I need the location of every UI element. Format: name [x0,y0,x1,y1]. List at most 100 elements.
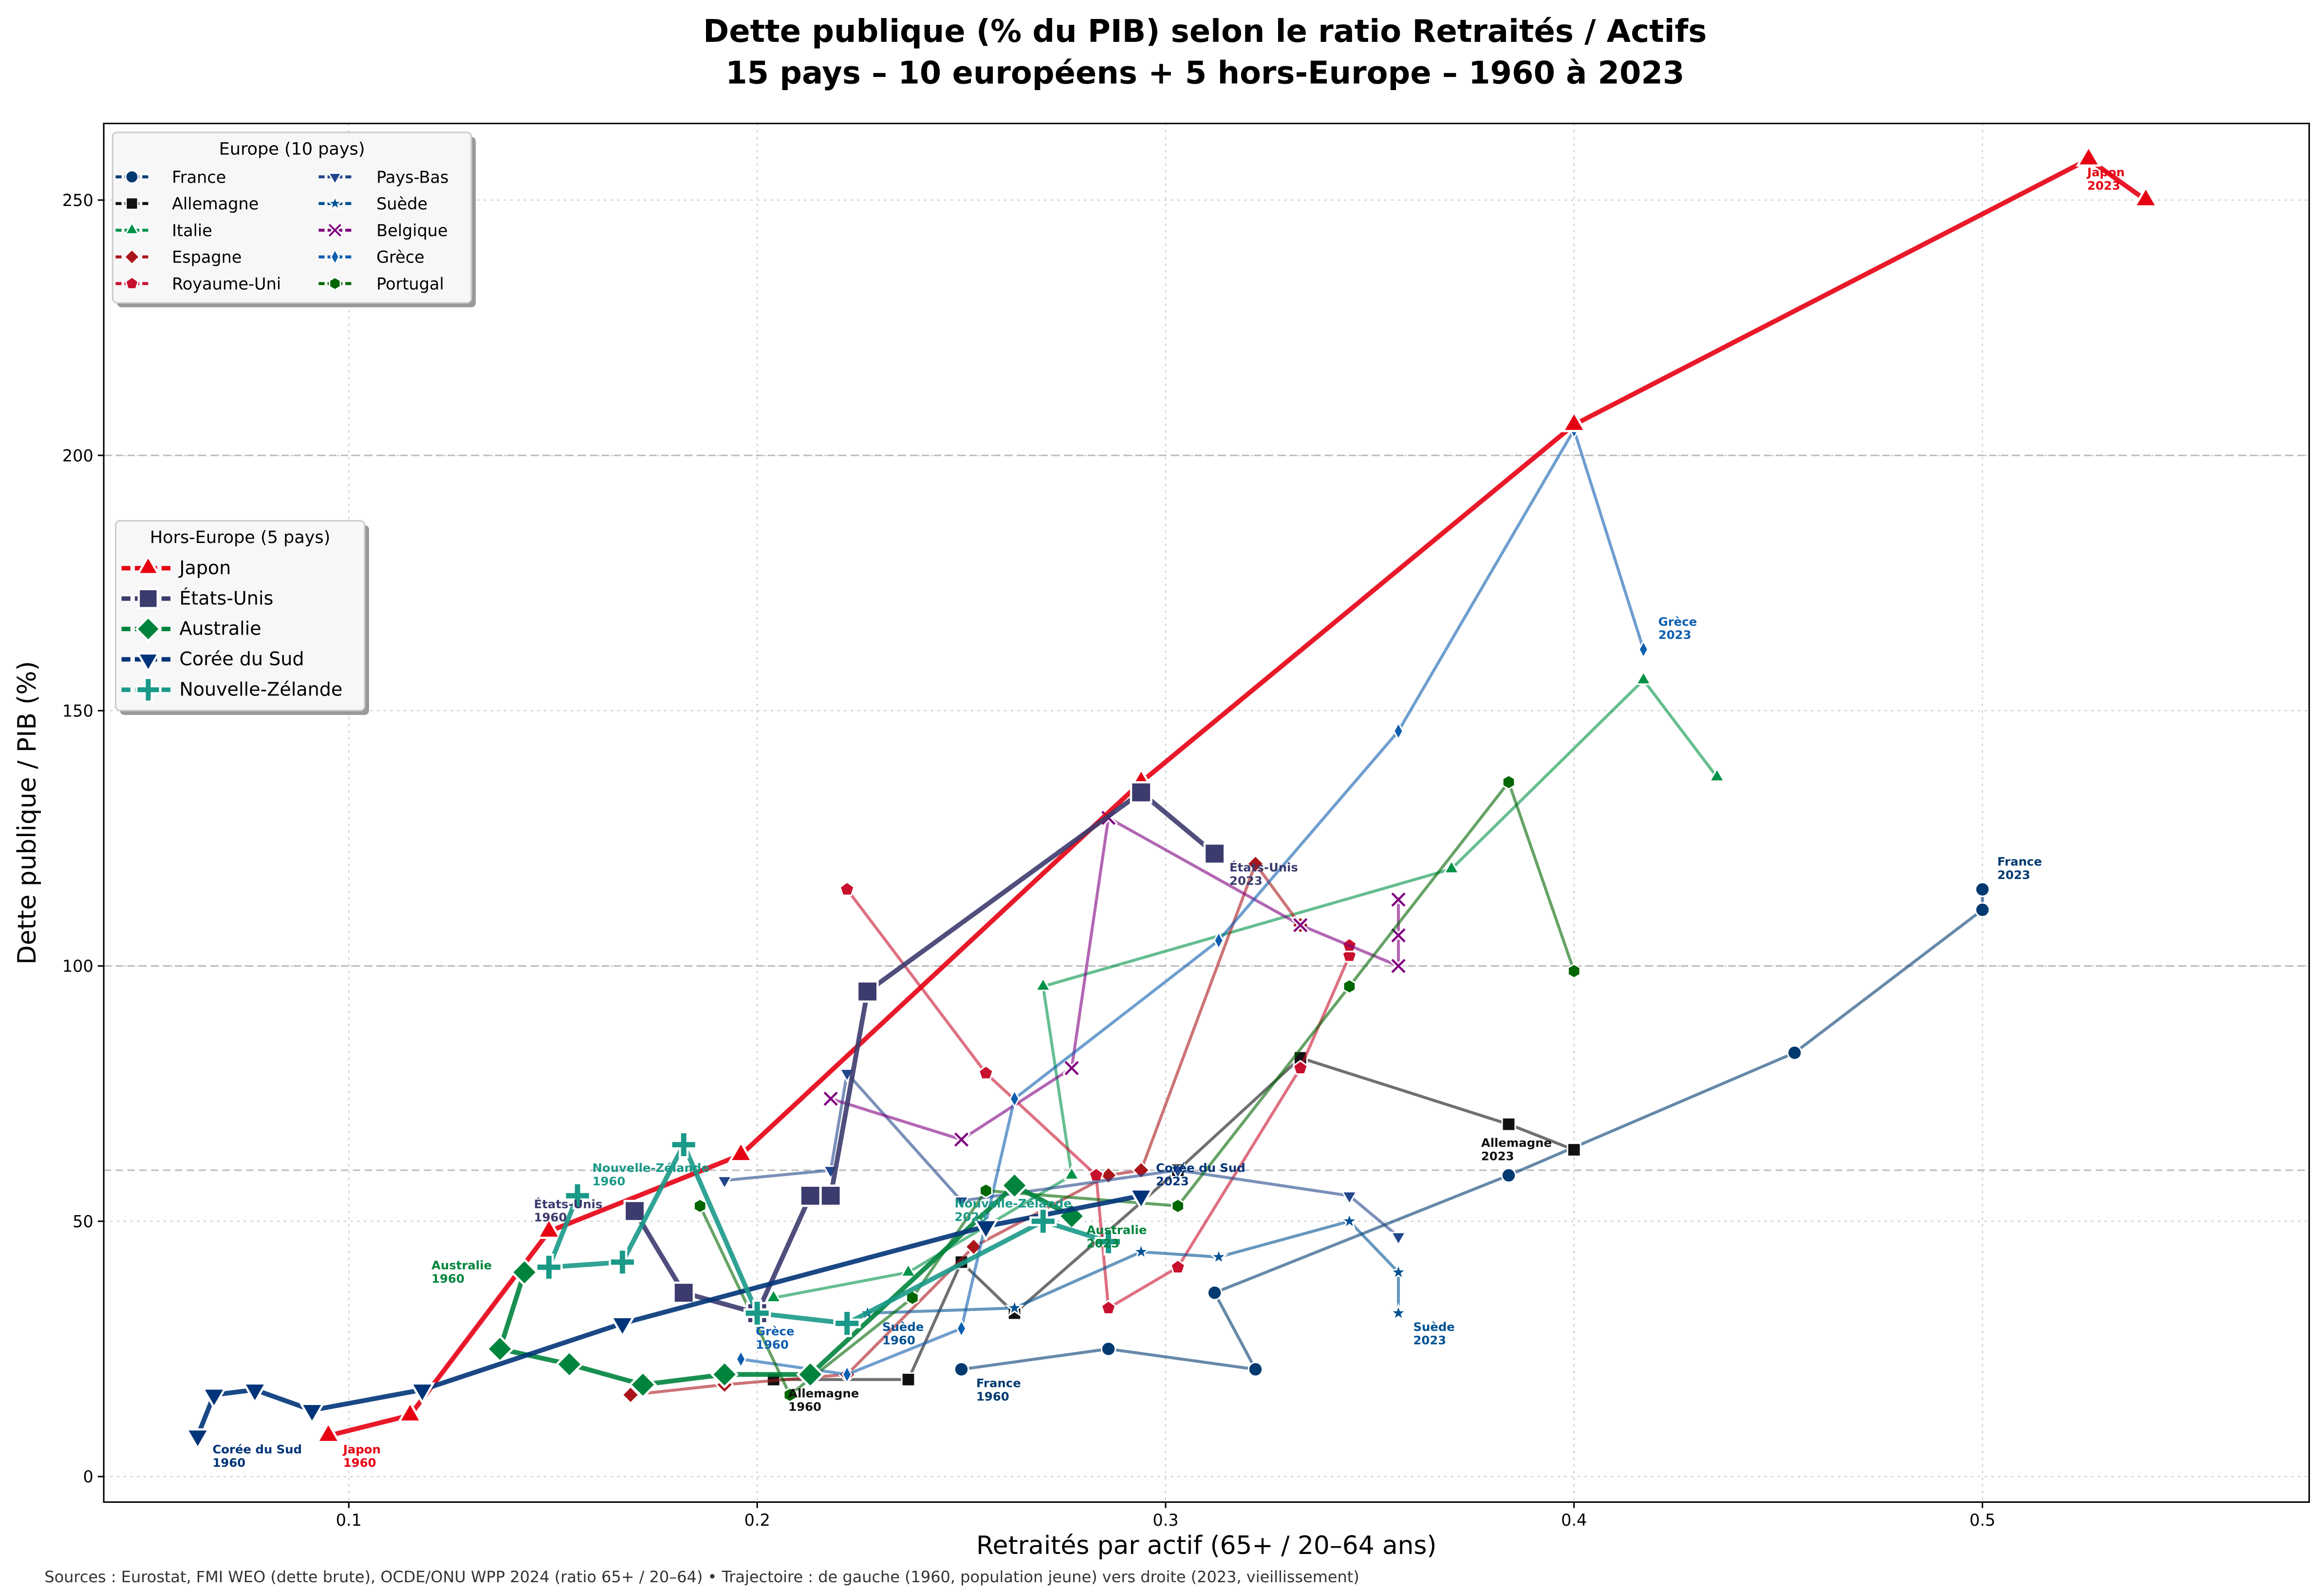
data-point [185,1428,211,1451]
data-point [765,1288,782,1303]
series-coree-du-sud [185,1188,1154,1451]
data-point [1974,902,1990,917]
annotation-grece-end: Grèce 2023 [1658,615,1697,642]
data-point [952,1130,971,1149]
legend-hors: Hors-Europe (5 pays) Japon États-Unis Austr… [114,520,369,715]
annotation-suede-end: Suède 2023 [1413,1320,1454,1347]
annotation-line: 1960 [343,1456,376,1470]
data-point [563,1182,592,1210]
legend-item-espagne: Espagne [115,248,242,267]
annotation-line: Allemagne [1481,1136,1552,1150]
data-point [743,1299,771,1327]
legend-item-grece: Grèce [318,248,425,267]
legend-marker [327,172,343,186]
legend-marker [125,276,139,290]
series-suede [857,1211,1409,1322]
data-point [1443,859,1460,874]
legend-marker [134,615,162,643]
data-point [621,1385,640,1404]
data-point [1062,1059,1081,1078]
data-point [839,881,855,897]
annotation-australie-start: Australie 1960 [431,1258,492,1286]
annotation-line: 1960 [788,1400,821,1414]
data-point [1246,854,1265,873]
series-grece [735,420,1649,1384]
annotation-japon-end: Japon 2023 [2086,165,2125,192]
legend-label: Royaume-Uni [172,274,281,293]
legend-item-coree-du-sud: Corée du Sud [121,648,304,673]
annotation-etats-unis-end: États-Unis 2023 [1229,860,1298,887]
chart-title-line-2: 15 pays – 10 européens + 5 hors-Europe –… [725,55,1684,91]
data-point [1131,1241,1151,1261]
data-point [1004,1297,1024,1317]
legend-label: Suède [376,194,428,213]
data-point [735,1349,746,1369]
data-point [1207,1285,1223,1301]
source-note: Sources : Eurostat, FMI WEO (dette brute… [44,1568,1359,1586]
data-point [693,1198,707,1214]
data-point [485,1334,514,1364]
x-tick-label: 0.4 [1561,1511,1587,1530]
legend-item-france: France [115,168,226,187]
legend-label: Espagne [172,248,242,267]
data-point [953,1362,969,1377]
plot-frame [103,123,2310,1503]
data-point [1390,1232,1407,1247]
annotation-line: 1960 [976,1389,1009,1403]
series-line [846,888,1351,1310]
annotation-line: 2023 [1481,1149,1514,1163]
legend-label: Italie [172,221,212,240]
annotation-line: 1960 [212,1456,245,1470]
y-tick-label: 250 [62,191,93,210]
data-point [1342,978,1357,994]
annotation-nouvelle-zelande-start: Nouvelle-Zélande 1960 [593,1161,709,1188]
x-tick-label: 0.1 [336,1511,362,1530]
annotation-line: Grèce [756,1324,794,1338]
x-tick-label: 0.2 [744,1511,770,1530]
annotation-line: 1960 [534,1210,567,1224]
series-nouvelle-zelande [535,1131,1122,1337]
x-tick-label: 0.3 [1153,1511,1178,1530]
data-point [819,1184,842,1207]
annotation-line: 2023 [1156,1174,1189,1188]
data-point [1100,1300,1116,1315]
data-point [856,980,879,1003]
legend-label: France [172,168,226,187]
legend-marker [137,588,159,609]
legend-frame [114,520,366,711]
legend-label: Australie [179,618,261,639]
data-point [1567,963,1581,979]
data-point [672,1281,695,1304]
data-point [1208,1246,1229,1266]
data-point [901,1372,916,1387]
legend-item-etats-unis: États-Unis [121,587,273,609]
annotation-line: Nouvelle-Zélande [955,1197,1072,1211]
data-point [1029,1207,1057,1235]
legend-europe: Europe (10 pays) France Allemagne Italie Esp… [112,131,476,308]
data-point [1388,1303,1409,1322]
annotation-line: 1960 [756,1338,789,1352]
series-line [741,428,1645,1376]
data-point [1169,1165,1187,1180]
data-point [1095,1228,1122,1255]
data-point [409,1382,435,1405]
legend-label: Allemagne [172,194,259,213]
data-point [1709,767,1726,782]
annotation-line: 2023 [1658,628,1692,642]
data-point [728,1140,754,1162]
legend-item-italie: Italie [115,221,212,240]
legend-marker [330,248,340,266]
data-point [2133,185,2159,208]
annotation-nouvelle-zelande-end: Nouvelle-Zélande 2023 [955,1197,1072,1224]
legend-marker [124,221,140,235]
annotation-line: États-Unis [1229,860,1298,874]
series-line [830,816,1400,1141]
legend-title: Hors-Europe (5 pays) [150,528,331,547]
legend-label: Grèce [376,248,425,267]
legend-marker [326,222,344,239]
data-point [1247,1362,1264,1377]
data-point [1063,1165,1080,1180]
data-point [1635,670,1652,685]
y-tick-label: 200 [62,446,93,465]
legend-item-japon: Japon [121,554,231,579]
